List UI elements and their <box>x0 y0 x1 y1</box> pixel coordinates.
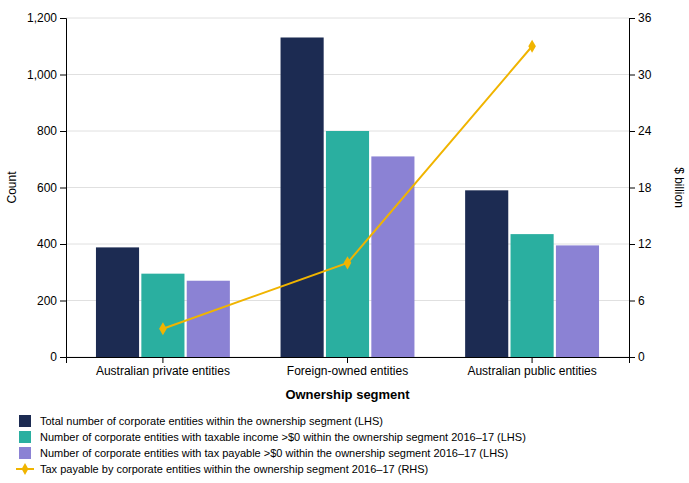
y2-axis-title: $ billion <box>672 167 686 208</box>
chart: Australian private entities Foreign-owned… <box>0 0 689 483</box>
tick-label: 24 <box>638 124 652 138</box>
y-axis-title: Count <box>5 171 19 204</box>
tick-mark <box>60 188 66 189</box>
tick-label: 12 <box>638 237 652 251</box>
tick-mark <box>60 244 66 245</box>
tick: Australian private entities <box>96 357 230 378</box>
axis-domain <box>67 358 630 364</box>
tick-mark <box>629 301 635 302</box>
tick-label: 30 <box>638 68 652 82</box>
bar-series <box>96 37 508 357</box>
axis-domain <box>60 19 67 358</box>
tick-label: Australian public entities <box>467 364 596 378</box>
bar-series <box>187 156 599 357</box>
tick-mark <box>629 244 635 245</box>
tick-label: 6 <box>638 294 645 308</box>
tick: 24 <box>629 124 652 138</box>
x-axis: Australian private entities Foreign-owned… <box>67 357 630 378</box>
legend-marker <box>22 463 29 475</box>
tick: 0 <box>50 350 66 364</box>
chart-container: Australian private entities Foreign-owned… <box>0 0 689 483</box>
marker <box>344 256 352 269</box>
tick-label: 0 <box>50 350 57 364</box>
tick-mark <box>60 301 66 302</box>
bar <box>465 190 508 357</box>
legend: Total number of corporate entities withi… <box>16 415 526 475</box>
y2-axis: 0 6 12 18 24 30 36 <box>629 11 652 364</box>
bar-series <box>141 131 553 357</box>
legend-item: Total number of corporate entities withi… <box>19 415 383 427</box>
tick-mark <box>629 188 635 189</box>
marker <box>159 322 167 335</box>
axis-domain <box>630 19 636 358</box>
tick: 600 <box>37 181 66 195</box>
tick-mark <box>532 357 533 363</box>
y-axis: 0 200 400 600 800 1,000 1,200 <box>27 11 67 364</box>
legend-label: Total number of corporate entities withi… <box>40 415 383 427</box>
tick-mark <box>629 357 635 358</box>
legend-swatch <box>19 415 31 427</box>
legend-swatch <box>19 431 31 443</box>
tick: 400 <box>37 237 66 251</box>
line <box>163 46 532 329</box>
legend-item: Tax payable by corporate entities within… <box>16 463 428 475</box>
tick-label: 1,200 <box>27 11 57 25</box>
bar <box>281 37 324 357</box>
bar <box>96 247 139 357</box>
tick-label: 36 <box>638 11 652 25</box>
tick: Australian public entities <box>467 357 596 378</box>
marker <box>528 40 536 53</box>
grid-line <box>66 18 629 19</box>
tick-label: 800 <box>37 124 57 138</box>
tick-label: 200 <box>37 294 57 308</box>
tick: 200 <box>37 294 66 308</box>
tick-mark <box>629 131 635 132</box>
tick-mark <box>60 75 66 76</box>
tick-mark <box>347 357 348 363</box>
tick-label: 18 <box>638 181 652 195</box>
legend-item: Number of corporate entities with tax pa… <box>19 447 508 459</box>
tick-mark <box>60 18 66 19</box>
tick: 6 <box>629 294 645 308</box>
legend-label: Number of corporate entities with tax pa… <box>40 447 508 459</box>
tick-mark <box>60 357 66 358</box>
tick-mark <box>629 18 635 19</box>
tick: 36 <box>629 11 652 25</box>
legend-label: Number of corporate entities with taxabl… <box>40 431 526 443</box>
tick-label: Australian private entities <box>96 364 230 378</box>
tick-label: 600 <box>37 181 57 195</box>
legend-swatch <box>19 447 31 459</box>
tick: 1,000 <box>27 68 66 82</box>
tick: 12 <box>629 237 652 251</box>
marks <box>96 37 599 357</box>
grid <box>66 18 629 357</box>
tick: 1,200 <box>27 11 66 25</box>
tick: Foreign-owned entities <box>287 357 408 378</box>
plot: Australian private entities Foreign-owned… <box>27 11 652 377</box>
tick-label: 400 <box>37 237 57 251</box>
bar <box>141 274 184 357</box>
bar <box>371 156 414 357</box>
tick-mark <box>629 75 635 76</box>
tick: 0 <box>629 350 645 364</box>
legend-label: Tax payable by corporate entities within… <box>40 463 428 475</box>
bar <box>556 245 599 357</box>
tick-label: 0 <box>638 350 645 364</box>
tick-label: 1,000 <box>27 68 57 82</box>
tick: 18 <box>629 181 652 195</box>
tick: 800 <box>37 124 66 138</box>
tick-mark <box>162 357 163 363</box>
grid-line <box>66 74 629 75</box>
bar <box>511 234 554 357</box>
x-axis-title: Ownership segment <box>285 387 410 402</box>
tick-mark <box>60 131 66 132</box>
tick: 30 <box>629 68 652 82</box>
tick-label: Foreign-owned entities <box>287 364 408 378</box>
legend-item: Number of corporate entities with taxabl… <box>19 431 526 443</box>
